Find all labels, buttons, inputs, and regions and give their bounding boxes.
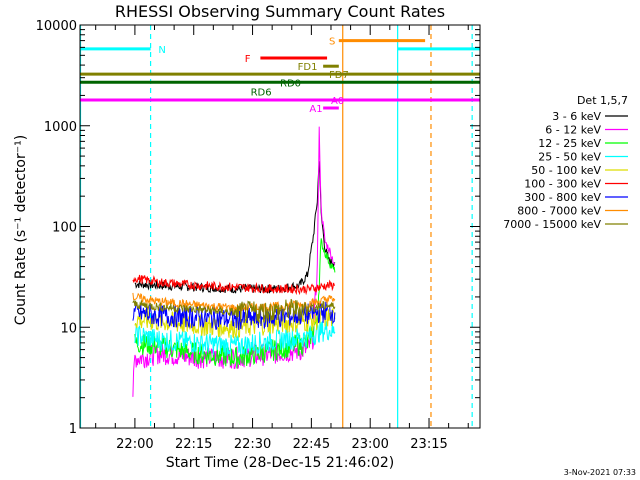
legend-label-8: 7000 - 15000 keV [503,218,601,231]
count-rate-series [132,126,336,397]
flag-label-fd1: FD1 [298,62,318,73]
legend-label-0: 3 - 6 keV [552,110,601,123]
flag-label-a1: A1 [309,104,322,115]
flag-label-f: F [245,54,251,65]
y-tick-label: 1 [69,422,77,437]
legend-label-6: 300 - 800 keV [524,191,601,204]
flag-bars: N S F FD1 FD7 RD0 RD6 A0 A1 [80,37,480,115]
flag-label-s: S [329,37,335,48]
y-tick-label: 1000 [44,120,77,135]
x-tick-label: 22:00 [116,437,153,452]
x-tick-label: 22:30 [234,437,271,452]
timestamp: 3-Nov-2021 07:33 [564,468,636,477]
flag-label-rd6: RD6 [251,87,272,98]
x-tick-label: 23:15 [410,437,447,452]
flag-label-n: N [158,45,165,56]
x-tick-label: 22:45 [293,437,330,452]
legend-label-4: 50 - 100 keV [531,164,601,177]
y-tick-label: 100 [52,221,77,236]
y-tick-label: 10 [60,321,77,336]
flag-label-rd0: RD0 [280,78,301,89]
x-tick-label: 22:15 [175,437,212,452]
legend-title: Det 1,5,7 [577,94,628,107]
legend-label-5: 100 - 300 keV [524,178,601,191]
series-line-7 [132,292,336,314]
axes: 1 10 100 1000 10000 22:00 22:15 22:30 22:45 23:00… [36,19,481,452]
series-line-6 [132,301,336,331]
series-line-5 [132,274,336,296]
y-axis-label: Count Rate (s⁻¹ detector⁻¹) [13,135,29,325]
chart-title: RHESSI Observing Summary Count Rates [115,2,445,21]
series-line-3 [134,320,336,356]
legend-label-3: 25 - 50 keV [538,151,601,164]
flag-label-fd7: FD7 [329,70,349,81]
legend-label-7: 800 - 7000 keV [517,205,601,218]
x-tick-label: 23:00 [351,437,388,452]
y-tick-label: 10000 [36,19,77,34]
flag-label-a0: A0 [331,96,344,107]
x-axis-label: Start Time (28-Dec-15 21:46:02) [166,455,394,471]
legend-label-2: 12 - 25 keV [538,137,601,150]
legend-label-1: 6 - 12 keV [545,124,601,137]
series-line-8 [132,298,336,323]
